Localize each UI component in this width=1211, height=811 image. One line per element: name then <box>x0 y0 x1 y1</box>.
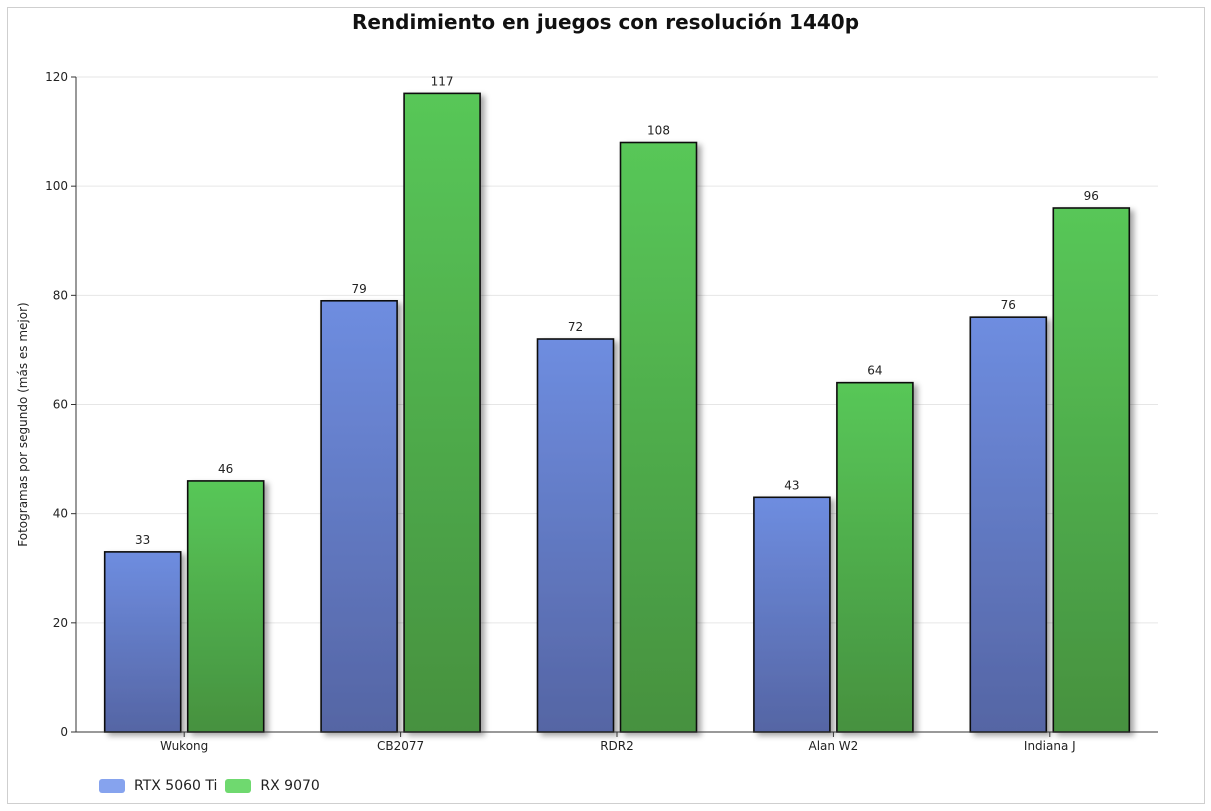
bar-rtx-5060-ti <box>320 299 398 733</box>
bar-rtx-5060-ti <box>969 316 1048 733</box>
y-tick-label: 120 <box>45 70 68 84</box>
x-tick-label: Indiana J <box>1024 739 1076 753</box>
labels: 0 20 40 60 80 100 120 Fotogramas por segundo (m… <box>16 70 1099 753</box>
bar-rx-9070 <box>403 92 481 733</box>
bar-value-label: 117 <box>431 74 454 88</box>
bar-rx-9070 <box>186 480 265 733</box>
legend-item[interactable]: RX 9070 <box>225 778 320 794</box>
legend-label: RTX 5060 Ti <box>134 778 218 794</box>
y-tick-label: 100 <box>45 179 68 193</box>
bar-rtx-5060-ti <box>103 551 182 733</box>
chart-title: Rendimiento en juegos con resolución 144… <box>351 10 860 34</box>
bar-value-label: 76 <box>1001 298 1016 312</box>
bar-value-label: 108 <box>647 124 670 138</box>
bar-rtx-5060-ti <box>536 338 615 733</box>
y-tick-label: 20 <box>53 616 68 630</box>
bar-value-label: 33 <box>135 533 150 547</box>
bar-rx-9070 <box>1052 207 1131 733</box>
legend-swatch <box>225 779 252 793</box>
y-tick-label: 80 <box>53 288 68 302</box>
bar-value-label: 79 <box>351 282 366 296</box>
y-axis-label: Fotogramas por segundo (más es mejor) <box>16 302 30 546</box>
x-tick-label: RDR2 <box>600 739 634 753</box>
legend-item[interactable]: RTX 5060 Ti <box>99 778 217 794</box>
axes <box>71 76 1158 737</box>
x-tick-label: Alan W2 <box>808 739 858 753</box>
bar-rtx-5060-ti <box>753 496 831 733</box>
bar-value-label: 46 <box>218 462 233 476</box>
bar-rx-9070 <box>836 381 914 733</box>
legend-swatch <box>99 779 125 793</box>
bar-value-label: 64 <box>867 364 882 378</box>
x-tick-label: Wukong <box>160 739 208 753</box>
x-tick-label: CB2077 <box>377 739 424 753</box>
bar-value-label: 96 <box>1084 189 1099 203</box>
legend-label: RX 9070 <box>260 778 320 794</box>
bar-value-label: 72 <box>568 320 583 334</box>
y-tick-label: 60 <box>53 398 68 412</box>
y-tick-label: 0 <box>60 725 68 739</box>
y-tick-label: 40 <box>53 507 68 521</box>
bar-rx-9070 <box>619 141 698 733</box>
bar-value-label: 43 <box>784 478 799 492</box>
bars <box>103 92 1131 733</box>
legend: RTX 5060 Ti RX 9070 <box>99 778 320 794</box>
